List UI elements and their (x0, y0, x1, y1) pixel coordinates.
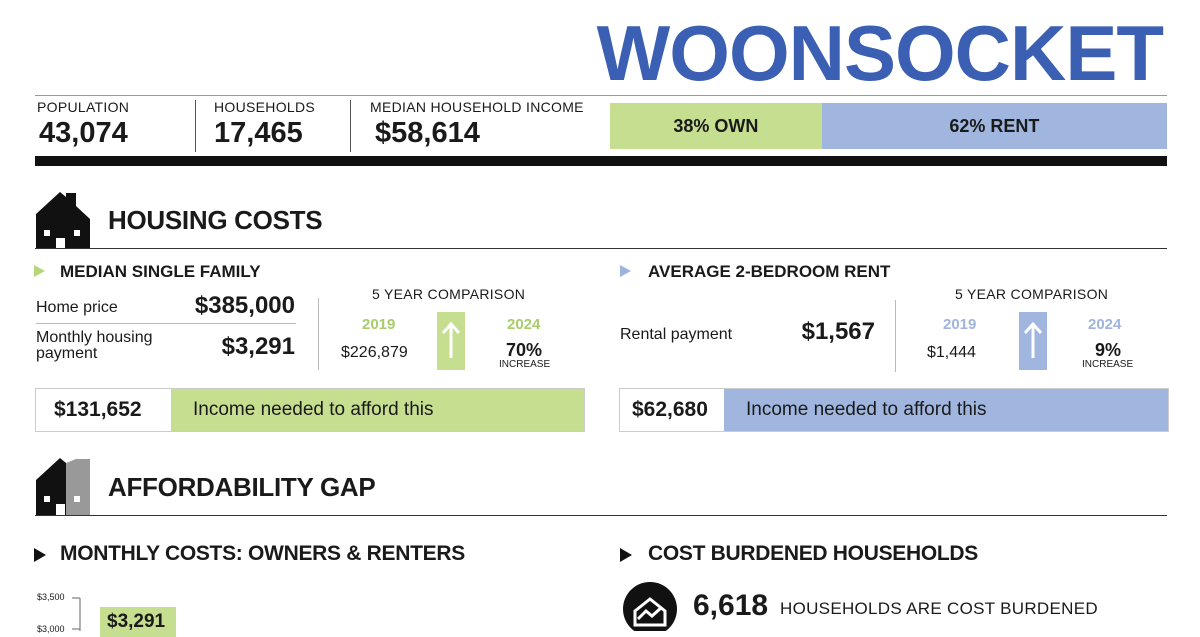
divider (318, 298, 319, 370)
year: 2024 (1088, 316, 1122, 333)
bar-label: $3,291 (100, 607, 176, 637)
divider (195, 100, 196, 152)
income-value: $62,680 (620, 389, 724, 431)
bullet (34, 548, 46, 562)
rule (35, 248, 1167, 249)
burden-label: HOUSEHOLDS ARE COST BURDENED (780, 599, 1098, 618)
row-label: Rental payment (620, 326, 733, 343)
row-value: $3,291 (221, 333, 295, 360)
stat-label: POPULATION (37, 99, 130, 115)
income-label: Income needed to afford this (171, 389, 584, 431)
income-value: $131,652 (36, 389, 171, 431)
house-icon (36, 458, 90, 515)
tenure-bar: 38% OWN 62% RENT (610, 103, 1167, 149)
rule (35, 95, 1167, 96)
subheading: MEDIAN SINGLE FAMILY (60, 262, 261, 281)
rule (36, 323, 296, 324)
change: 70% (506, 340, 543, 360)
subheading: MONTHLY COSTS: OWNERS & RENTERS (60, 542, 465, 565)
bullet (34, 265, 45, 277)
y-tick-label: $3,000 (37, 624, 65, 634)
section-heading: HOUSING COSTS (108, 205, 323, 235)
change-label: INCREASE (1082, 359, 1134, 370)
row-label: Home price (36, 299, 118, 316)
bullet (620, 548, 632, 562)
change: 9% (1095, 340, 1122, 360)
own-segment: 38% OWN (610, 103, 822, 149)
divider (350, 100, 351, 152)
stat-label: MEDIAN HOUSEHOLD INCOME (370, 99, 584, 115)
income-box: $62,680 Income needed to afford this (619, 388, 1169, 432)
y-axis (72, 597, 81, 631)
stat-label: HOUSEHOLDS (214, 99, 316, 115)
comparison-title: 5 YEAR COMPARISON (372, 286, 526, 302)
stat-value: $58,614 (375, 117, 480, 149)
income-label: Income needed to afford this (724, 389, 1168, 431)
change-label: INCREASE (499, 359, 551, 370)
value-2019: $226,879 (341, 344, 408, 361)
burden-value: 6,618 (693, 589, 769, 622)
value-2019: $1,444 (927, 344, 976, 361)
burden-icon (623, 582, 677, 631)
row-value: $1,567 (801, 318, 875, 345)
up-arrow (437, 312, 465, 370)
comparison-title: 5 YEAR COMPARISON (955, 286, 1109, 302)
year: 2024 (507, 316, 541, 333)
stat-value: 17,465 (214, 117, 303, 149)
thick-rule (35, 156, 1167, 166)
year: 2019 (362, 316, 396, 333)
bullet (620, 265, 631, 277)
house-icon (36, 192, 90, 249)
row-label: Monthly housing payment (36, 329, 153, 362)
subheading: AVERAGE 2-BEDROOM RENT (648, 262, 891, 281)
year: 2019 (943, 316, 977, 333)
up-arrow (1019, 312, 1047, 370)
subheading: COST BURDENED HOUSEHOLDS (648, 542, 978, 565)
section-heading: AFFORDABILITY GAP (108, 472, 376, 502)
income-box: $131,652 Income needed to afford this (35, 388, 585, 432)
rule (35, 515, 1167, 516)
stat-value: 43,074 (39, 117, 128, 149)
divider (895, 300, 896, 372)
row-value: $385,000 (194, 292, 295, 319)
rent-segment: 62% RENT (821, 103, 1167, 149)
city-title: WOONSOCKET (596, 9, 1164, 97)
y-tick-label: $3,500 (37, 592, 65, 602)
